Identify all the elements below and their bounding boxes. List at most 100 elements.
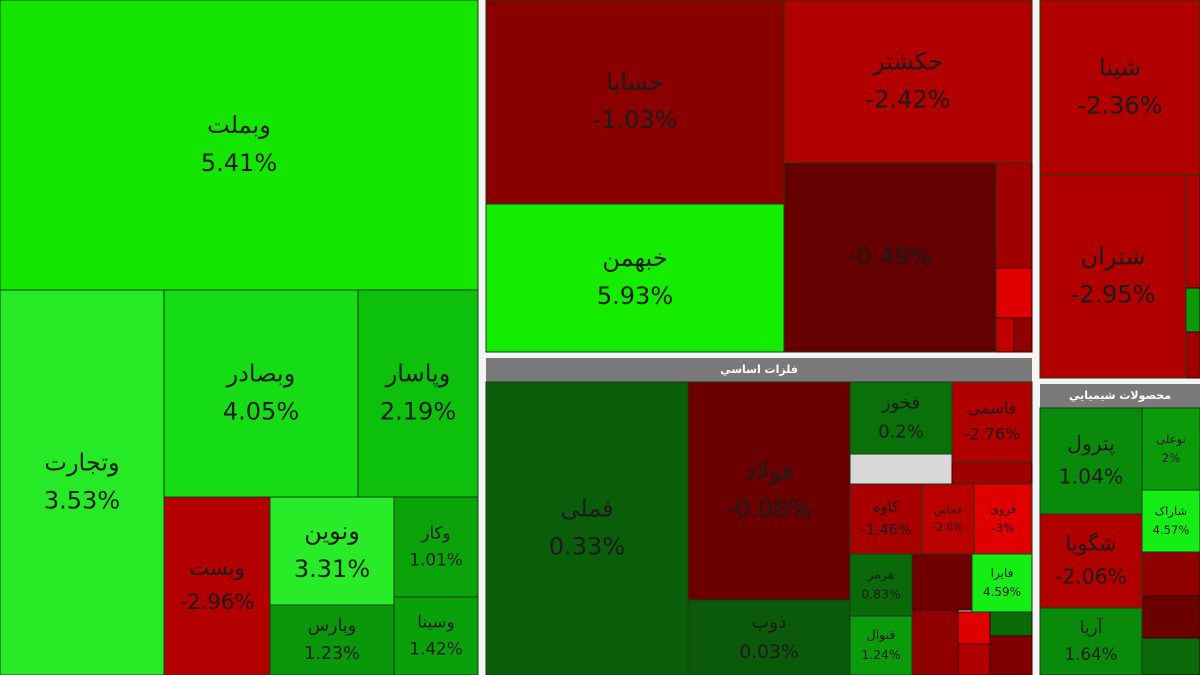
tile <box>951 461 1033 485</box>
tile <box>957 643 991 675</box>
tile <box>485 0 785 205</box>
tile <box>1039 607 1143 675</box>
tile-change: -2.06% <box>1055 564 1127 588</box>
tile <box>269 496 395 606</box>
tile-name: کاوه <box>873 499 899 515</box>
tile <box>783 162 997 353</box>
tile-change: 0.03% <box>739 642 799 663</box>
tile-change: 3.53% <box>44 487 120 515</box>
tile-change: -0.49% <box>848 243 933 271</box>
tile-name: وپاسار <box>385 359 451 387</box>
tile <box>989 635 1033 675</box>
tile-name: ونوین <box>304 517 360 545</box>
tile-name: وتجارت <box>44 448 119 476</box>
tile-name: وبصادر <box>226 359 296 387</box>
tile <box>995 317 1015 353</box>
tile-name: وپارس <box>308 616 356 636</box>
tile-name: ذوب <box>751 612 786 633</box>
group-title: فلزات اساسي <box>720 363 798 376</box>
separator <box>478 0 486 675</box>
tile-change: 4.05% <box>223 398 299 426</box>
tile <box>687 599 851 675</box>
tile-name: فنوال <box>867 627 896 643</box>
tile-name: فروی <box>990 502 1017 517</box>
tile <box>357 289 479 498</box>
tile-change: -3% <box>992 521 1015 535</box>
tile <box>849 553 913 617</box>
group-header <box>1040 384 1200 408</box>
tile <box>971 553 1033 613</box>
tile <box>911 553 973 611</box>
tile-change: 1.64% <box>1064 644 1117 664</box>
tile <box>1141 595 1200 639</box>
tile-name: آریا <box>1080 616 1104 637</box>
tile <box>783 0 1033 164</box>
tile <box>0 0 479 291</box>
tile-name: حکشتر <box>872 47 943 75</box>
tile <box>687 381 851 601</box>
tile <box>995 267 1033 319</box>
tile-change: 1.04% <box>1059 464 1124 488</box>
tile-name: فخوز <box>881 393 920 414</box>
tile-change: 0.83% <box>861 586 901 601</box>
tile-name: وسينا <box>417 612 454 632</box>
tile <box>485 381 689 675</box>
tile-change: 1.01% <box>409 549 462 569</box>
tile-change: 0.2% <box>878 421 924 442</box>
tile <box>1141 637 1200 675</box>
tile <box>957 611 991 645</box>
tile-change: 3.31% <box>294 555 370 583</box>
tile <box>1141 407 1200 491</box>
tile <box>1039 407 1143 515</box>
tile-name: شگویا <box>1066 532 1117 556</box>
tile-name: پترول <box>1067 432 1115 456</box>
tile-name: وبست <box>189 555 245 580</box>
separator <box>1040 378 1200 384</box>
tile-name: فولاد <box>745 457 793 485</box>
tile <box>1185 174 1200 289</box>
tile-change: 1.23% <box>304 644 360 664</box>
tile <box>1141 551 1200 597</box>
tile <box>995 162 1033 269</box>
tile <box>393 496 479 598</box>
tile-name: شتران <box>1081 242 1146 270</box>
tile-name: فایرا <box>991 566 1014 581</box>
tile-name: وکار <box>420 523 450 543</box>
tile-change: -2.96% <box>180 589 255 614</box>
tile <box>911 609 959 675</box>
tile-change: 4.59% <box>983 585 1021 599</box>
tile <box>269 604 395 675</box>
tile <box>393 596 479 675</box>
tile <box>1185 331 1200 379</box>
tile <box>0 289 165 675</box>
tile-change: 2% <box>1162 451 1180 465</box>
tile-name: فخاس <box>934 505 962 517</box>
tile <box>1039 0 1200 176</box>
tile-change: -0.08% <box>727 495 812 523</box>
tile-change: 1.24% <box>861 647 901 662</box>
tile-name: فاسمی <box>968 399 1017 418</box>
tile <box>485 203 785 353</box>
tile <box>921 483 975 555</box>
tile-change: -1.03% <box>593 106 678 134</box>
tile-change: 5.93% <box>597 282 673 310</box>
tile <box>163 289 359 498</box>
tile-change: 5.41% <box>201 149 277 177</box>
tile-change: -2.6% <box>933 521 963 533</box>
small-tiles <box>911 162 1200 675</box>
tile <box>849 483 923 555</box>
tile-change: -2.42% <box>866 86 951 114</box>
group-header <box>486 358 1032 382</box>
tile-change: -2.76% <box>964 424 1021 443</box>
tile <box>849 381 953 455</box>
tile <box>951 381 1033 463</box>
tile <box>989 611 1033 637</box>
tile-change: 1.42% <box>409 638 462 658</box>
tile-name: حسابا <box>606 68 664 96</box>
tile-change: -2.95% <box>1071 281 1156 309</box>
tile-name: شپنا <box>1099 53 1141 81</box>
tile-change: -2.36% <box>1078 92 1163 120</box>
tile <box>1039 513 1143 609</box>
separator <box>1032 0 1040 675</box>
